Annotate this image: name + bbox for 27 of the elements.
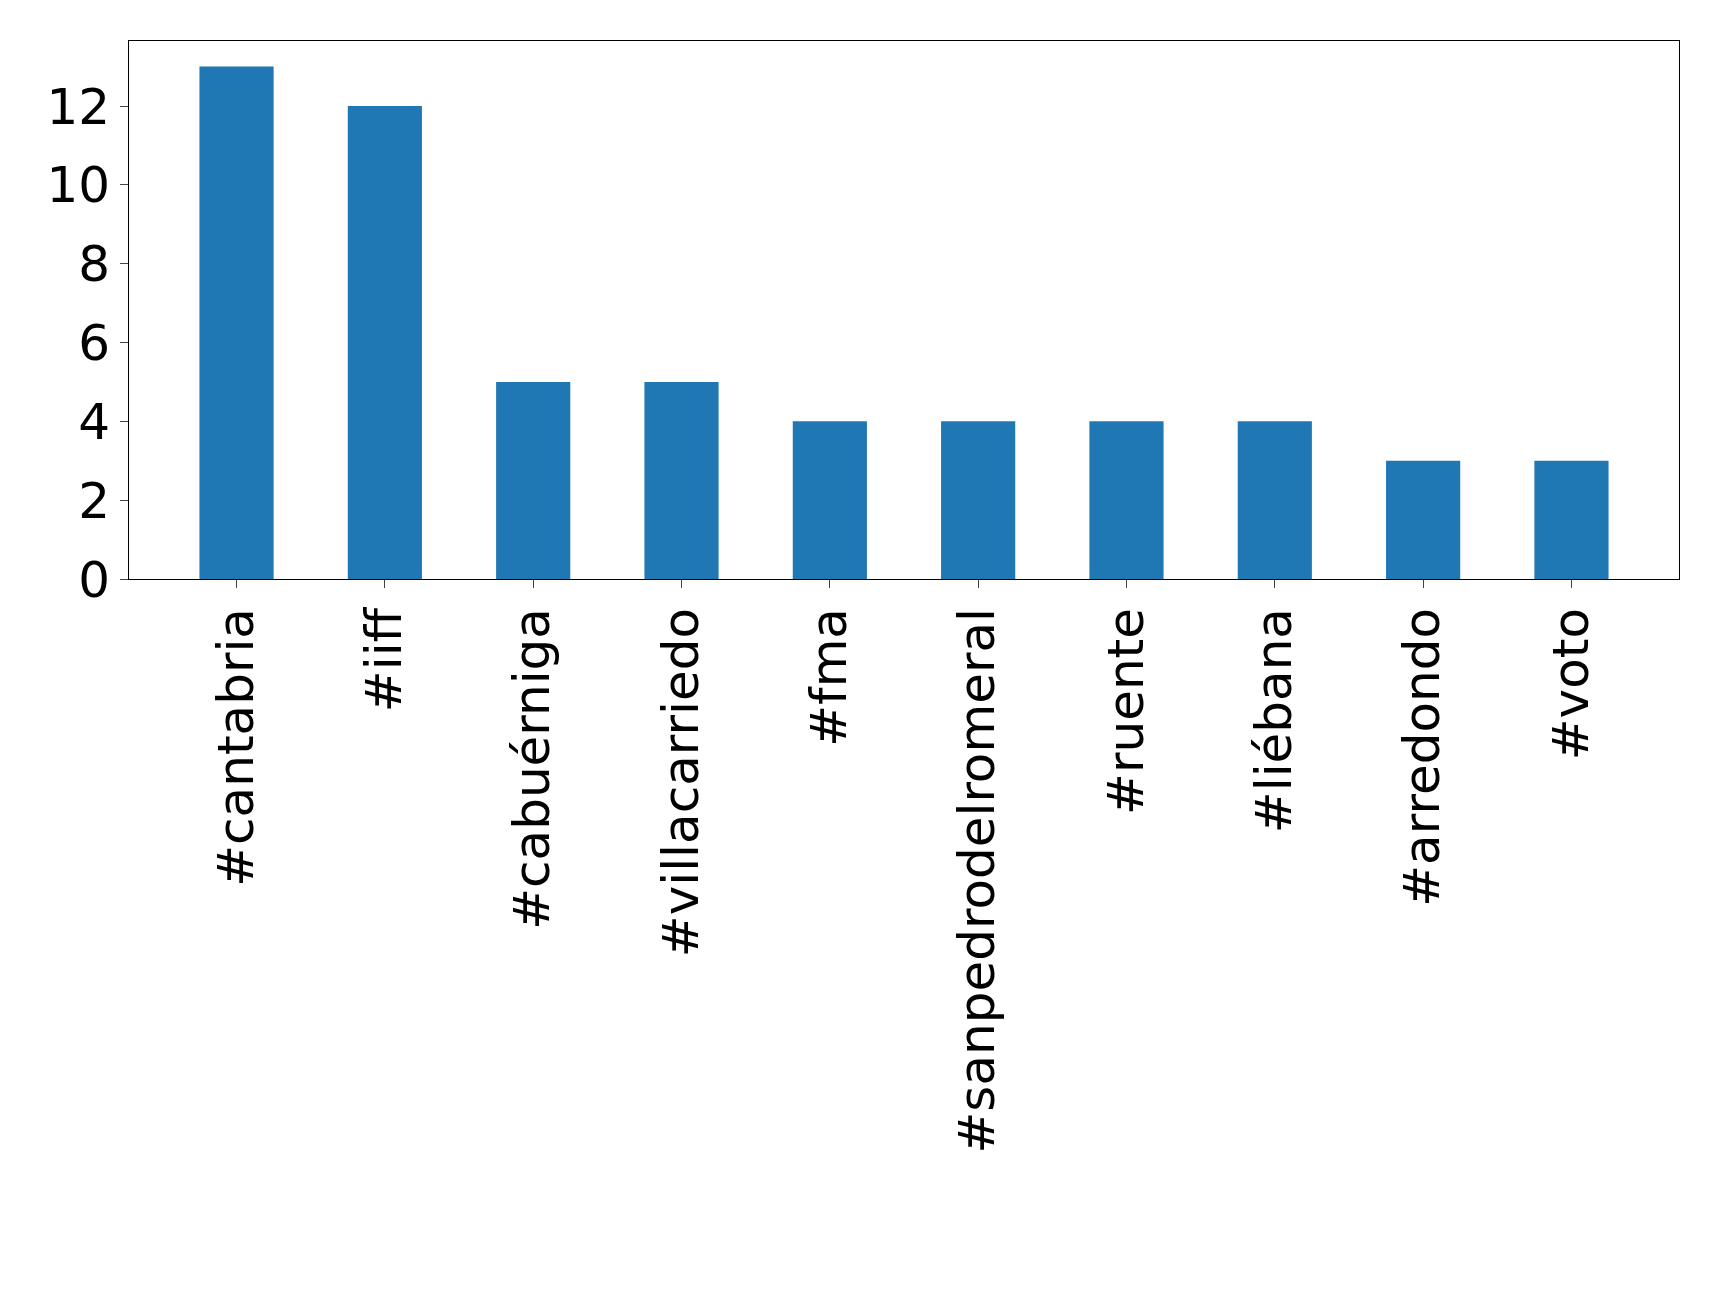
bar — [1386, 460, 1461, 579]
x-tick-label: #voto — [1541, 608, 1600, 761]
x-tick-label: #sanpedrodelromeral — [948, 608, 1007, 1154]
y-tick-label: 10 — [46, 156, 110, 215]
y-tick-label: 0 — [78, 550, 110, 609]
x-tick-label: #cabuérniga — [503, 608, 562, 930]
bar — [1237, 421, 1312, 579]
x-tick-label: #iiff — [355, 606, 414, 713]
bar — [644, 381, 719, 579]
bar — [199, 66, 274, 579]
bar — [347, 106, 422, 579]
y-tick-label: 6 — [78, 314, 110, 373]
x-tick-label: #arredondo — [1393, 608, 1452, 907]
x-tick-label: #ruente — [1096, 608, 1155, 815]
y-tick-label: 2 — [78, 471, 110, 530]
bar — [792, 421, 867, 579]
bar — [1534, 460, 1609, 579]
x-tick-label: #liébana — [1245, 608, 1304, 834]
x-tick-label: #cantabria — [206, 608, 265, 887]
bar — [941, 421, 1016, 579]
bar — [496, 381, 571, 579]
x-tick-label: #fma — [800, 608, 859, 747]
y-tick-label: 4 — [78, 392, 110, 451]
y-tick-label: 12 — [46, 77, 110, 136]
x-tick-label: #villacarriedo — [651, 608, 710, 958]
y-tick-label: 8 — [78, 235, 110, 294]
bar — [1089, 421, 1164, 579]
